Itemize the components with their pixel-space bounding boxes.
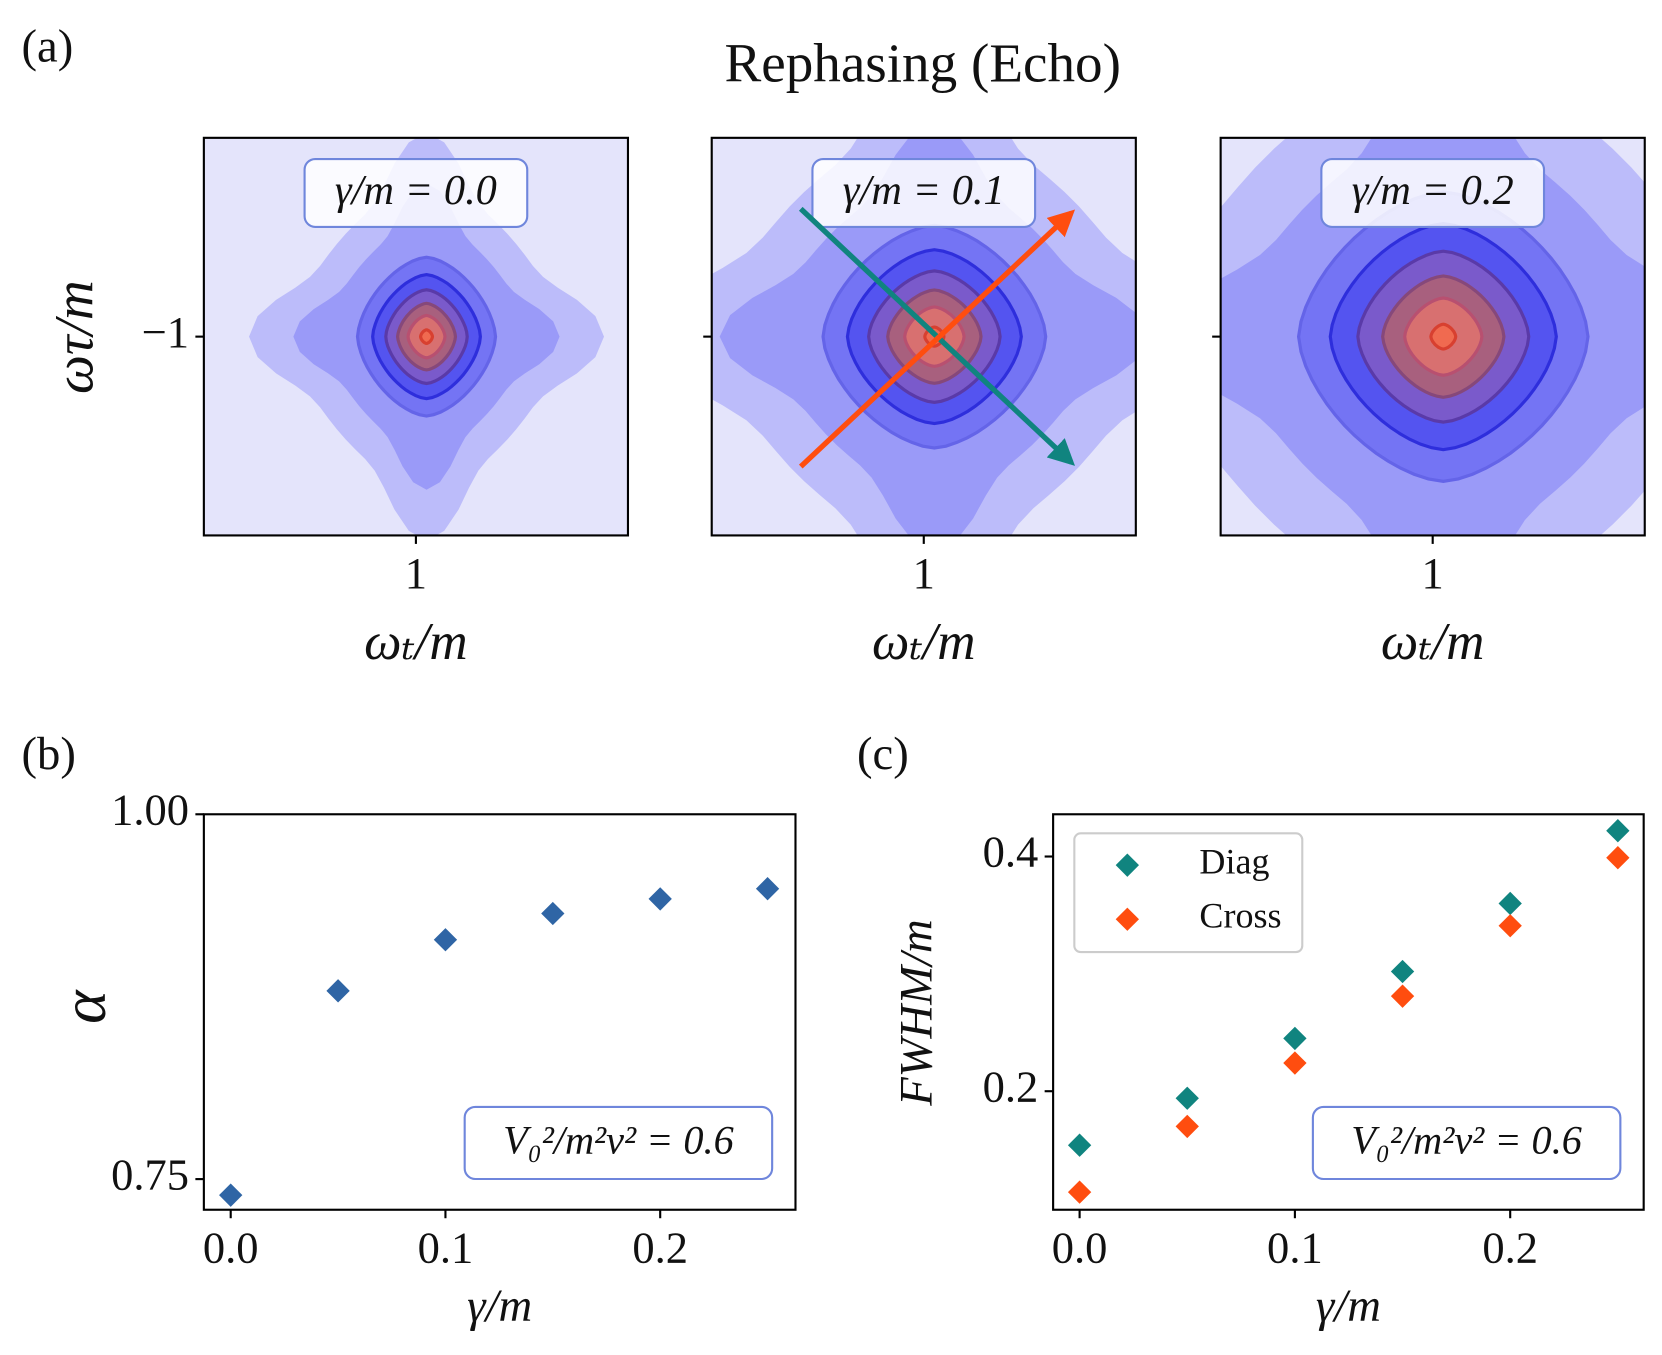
- data-point: [1175, 1114, 1199, 1139]
- annotation: γ/m = 0.1: [843, 167, 1005, 214]
- annotation-box: [303, 157, 529, 228]
- panel-label: (a): [21, 21, 73, 73]
- x-tick-label: 0.1: [1267, 1222, 1323, 1272]
- panel-label: (c): [857, 728, 909, 780]
- x-tick-label: 1: [913, 548, 935, 598]
- data-point: [1606, 819, 1630, 843]
- x-axis-label: ωₜ/m: [364, 613, 468, 671]
- annotation: γ/m = 0.0: [335, 167, 497, 214]
- axes-frame: [202, 813, 797, 1211]
- y-axis-label: α: [48, 989, 119, 1024]
- data-point: [755, 877, 780, 901]
- data-point: [1498, 914, 1522, 938]
- data-point: [1175, 1086, 1199, 1110]
- data-point: [1067, 1133, 1092, 1157]
- arrows: [798, 206, 1076, 469]
- panel-label: (b): [21, 728, 75, 780]
- diagonal-arrow: [798, 206, 1076, 466]
- y-tick-label: 0.4: [983, 827, 1039, 877]
- data-point: [433, 928, 458, 952]
- x-axis-label: ωₜ/m: [1381, 613, 1484, 671]
- annotation-box: [463, 1105, 774, 1181]
- data-point: [1067, 1180, 1092, 1204]
- y-tick-label: −1: [142, 307, 189, 357]
- annotation: V₀²/m²v² = 0.6: [1351, 1117, 1582, 1162]
- legend-label: Cross: [1199, 896, 1281, 936]
- contour-plot: [1220, 137, 1645, 536]
- x-tick-label: 0.0: [203, 1222, 259, 1272]
- contour-plot: [711, 137, 1136, 536]
- annotation-box: [1311, 1105, 1622, 1181]
- x-tick-label: 1: [405, 548, 427, 598]
- x-axis-label: γ/m: [1316, 1280, 1381, 1332]
- x-tick-label: 0.2: [632, 1222, 688, 1272]
- y-tick-label: 0.2: [983, 1061, 1039, 1111]
- x-axis-label: ωₜ/m: [872, 613, 976, 671]
- x-axis-label: γ/m: [467, 1280, 532, 1332]
- y-tick-label: 1.00: [111, 784, 189, 834]
- legend-label: Diag: [1199, 841, 1269, 881]
- cross-arrow: [798, 209, 1076, 469]
- annotation-box: [811, 157, 1037, 228]
- axes-frame: [1052, 813, 1645, 1211]
- data-point: [1390, 984, 1415, 1008]
- data-point: [1283, 1026, 1307, 1051]
- y-axis-label: ωτ/m: [43, 280, 104, 394]
- plot-layer: γ/m = 0.0 1 −1 ωₜ/m ωτ/m (a) γ/m = 0.1 1 ωₜ/m γ/m…: [21, 21, 1646, 1332]
- x-tick-label: 0.2: [1482, 1222, 1538, 1272]
- x-tick-label: 1: [1422, 548, 1444, 598]
- data-point: [1606, 846, 1630, 870]
- y-tick-label: 0.75: [111, 1149, 189, 1199]
- data-point: [219, 1183, 243, 1207]
- annotation-box: [1320, 157, 1546, 228]
- x-tick-label: 0.1: [418, 1222, 474, 1272]
- data-point: [1498, 891, 1522, 916]
- contour-band: [418, 328, 435, 346]
- annotation: γ/m = 0.2: [1352, 167, 1514, 214]
- legend-marker: [1115, 853, 1140, 877]
- data-point: [648, 887, 672, 911]
- annotation: V₀²/m²v² = 0.6: [503, 1117, 734, 1162]
- legend-marker: [1115, 907, 1140, 931]
- x-tick-label: 0.0: [1052, 1222, 1108, 1272]
- y-axis-label: FWHM/m: [890, 919, 942, 1107]
- contour-band: [1429, 322, 1458, 351]
- figure-title: Rephasing (Echo): [724, 33, 1120, 94]
